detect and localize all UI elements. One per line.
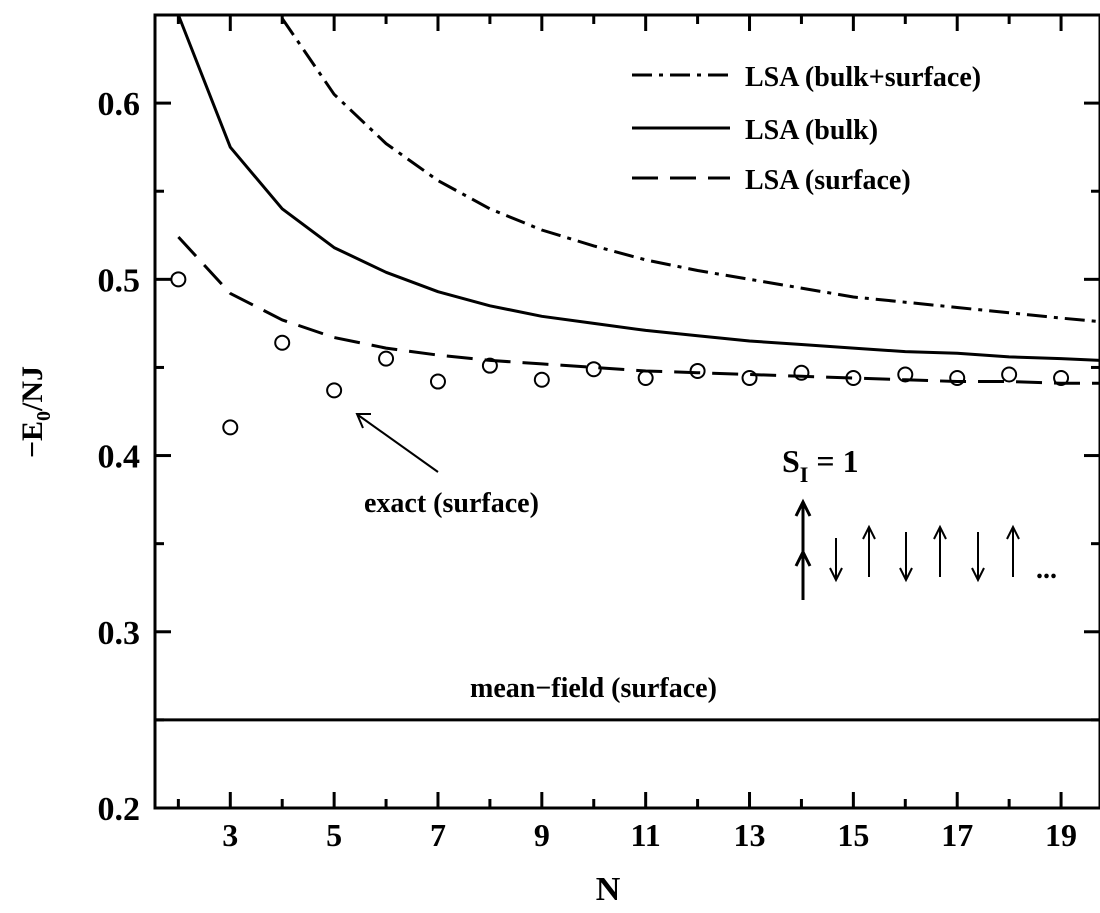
- exact-point: [585, 361, 602, 378]
- exact-markers: [170, 271, 1070, 436]
- legend-label-bulk-surface: LSA (bulk+surface): [745, 62, 981, 93]
- x-axis-label: N: [596, 871, 621, 908]
- meanfield-label: mean−field (surface): [470, 673, 717, 704]
- x-tick-label: 3: [222, 817, 238, 853]
- exact-arrow: [355, 413, 439, 473]
- x-tick-label: 11: [631, 817, 661, 853]
- exact-point: [222, 419, 239, 436]
- exact-point: [326, 382, 343, 399]
- y-tick-label: 0.6: [98, 86, 141, 123]
- x-tick-label: 13: [734, 817, 766, 853]
- series-line-2: [177, 235, 1100, 385]
- exact-label: exact (surface): [364, 488, 539, 519]
- x-tick-label: 17: [941, 817, 973, 853]
- exact-point: [1001, 366, 1018, 383]
- spin-ellipsis: ...: [1036, 554, 1057, 585]
- spin-arrows-icon: [794, 498, 1020, 600]
- exact-point: [741, 370, 758, 387]
- legend-label-bulk: LSA (bulk): [745, 115, 878, 146]
- exact-point: [274, 334, 291, 351]
- exact-point: [949, 370, 966, 387]
- exact-point: [533, 371, 550, 388]
- exact-point: [1053, 370, 1070, 387]
- exact-point: [637, 370, 654, 387]
- y-axis-label: −E0/NJ: [16, 366, 55, 458]
- series-layer: [155, 14, 1100, 722]
- exact-point: [481, 357, 498, 374]
- legend-label-surface: LSA (surface): [745, 165, 911, 196]
- legend: LSA (bulk+surface) LSA (bulk) LSA (surfa…: [632, 62, 981, 196]
- y-tick-label: 0.4: [98, 439, 141, 476]
- x-tick-label: 15: [837, 817, 869, 853]
- x-tick-label: 9: [534, 817, 550, 853]
- axis-ticks: 3 5 7 9 11 13 15 17 19 0.2 0.3 0.4 0.5 0.6: [98, 15, 1100, 853]
- exact-point: [897, 366, 914, 383]
- spin-label: SI = 1: [782, 443, 859, 487]
- exact-point: [170, 271, 187, 288]
- y-tick-label: 0.3: [98, 615, 141, 652]
- x-tick-label: 7: [430, 817, 446, 853]
- plot-frame: [153, 13, 1100, 810]
- exact-point: [845, 370, 862, 387]
- x-tick-label: 5: [326, 817, 342, 853]
- exact-point: [429, 373, 446, 390]
- exact-point: [378, 350, 395, 367]
- y-tick-label: 0.5: [98, 262, 141, 299]
- series-line-1: [177, 14, 1100, 362]
- x-tick-label: 19: [1045, 817, 1077, 853]
- series-line-0: [280, 17, 1100, 324]
- exact-point: [689, 362, 706, 379]
- y-tick-label: 0.2: [98, 791, 141, 828]
- exact-point: [793, 364, 810, 381]
